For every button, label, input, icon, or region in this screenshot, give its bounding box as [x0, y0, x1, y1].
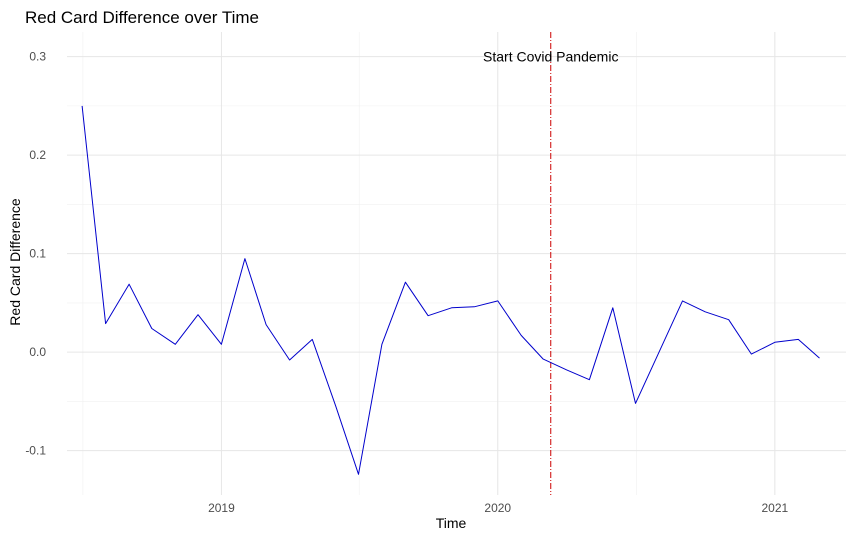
- y-tick-label: 0.1: [29, 247, 46, 261]
- annotation-label: Start Covid Pandemic: [483, 49, 618, 65]
- y-tick-label: 0.0: [29, 345, 46, 359]
- x-axis-ticks: 2019 2020 2021: [208, 501, 788, 515]
- x-tick-label: 2020: [484, 501, 511, 515]
- series-layer: [81, 105, 820, 475]
- x-tick-label: 2019: [208, 501, 235, 515]
- y-axis-label: Red Card Difference: [7, 198, 23, 326]
- series-line: [81, 105, 820, 475]
- y-axis-ticks: -0.1 0.0 0.1 0.2 0.3: [25, 50, 46, 458]
- x-axis-label: Time: [436, 515, 467, 531]
- grid: [67, 32, 846, 495]
- x-tick-label: 2021: [761, 501, 788, 515]
- chart-title: Red Card Difference over Time: [25, 8, 259, 27]
- y-tick-label: -0.1: [25, 444, 46, 458]
- y-tick-label: 0.3: [29, 50, 46, 64]
- y-tick-label: 0.2: [29, 148, 46, 162]
- annotation-layer: Start Covid Pandemic: [483, 32, 618, 495]
